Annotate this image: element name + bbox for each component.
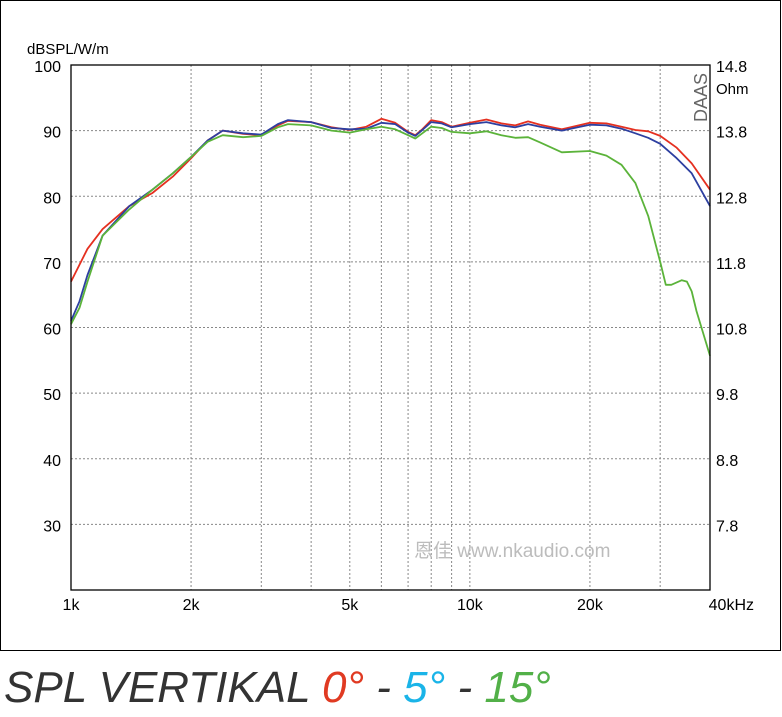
x-tick-label: 5k bbox=[341, 597, 359, 614]
y-tick-label: 60 bbox=[43, 322, 61, 339]
y-tick-label: 40 bbox=[43, 453, 61, 470]
x-tick-label: 40kHz bbox=[709, 597, 754, 614]
y2-tick-label: 13.8 bbox=[716, 125, 747, 142]
watermark: 恩佳 www.nkaudio.com bbox=[414, 540, 610, 562]
y-tick-label: 100 bbox=[34, 59, 61, 76]
y2-tick-label: 14.8 bbox=[716, 59, 747, 76]
y2-tick-label: 12.8 bbox=[716, 190, 747, 207]
series-line bbox=[70, 119, 711, 322]
y2-tick-label: 10.8 bbox=[716, 322, 747, 339]
y-tick-label: 30 bbox=[43, 518, 61, 535]
y2-tick-label: 11.8 bbox=[716, 256, 746, 273]
y2-tick-label: 7.8 bbox=[716, 518, 738, 535]
x-tick-label: 1k bbox=[63, 597, 81, 614]
x-tick-label: 20k bbox=[577, 597, 604, 614]
x-tick-label: 10k bbox=[457, 597, 484, 614]
caption-angle-5: 5° bbox=[403, 663, 446, 712]
y-tick-label: 50 bbox=[43, 387, 61, 404]
series-line bbox=[70, 117, 711, 283]
brand-logo: DAAS bbox=[691, 73, 711, 122]
caption-angle-0: 0° bbox=[321, 663, 365, 712]
y-axis-label: dBSPL/W/m bbox=[27, 41, 109, 58]
caption-prefix: SPL VERTIKAL bbox=[4, 663, 322, 712]
y-tick-label: 90 bbox=[43, 125, 61, 142]
y-tick-label: 80 bbox=[43, 190, 61, 207]
frequency-response-chart: 100 90 80 70 60 50 40 30 14.8 13.8 12.8 11.8 10.8 9.8… bbox=[27, 41, 754, 614]
plot-area-border bbox=[70, 64, 711, 591]
y2-tick-label: 9.8 bbox=[716, 387, 738, 404]
y2-tick-label: 8.8 bbox=[716, 453, 738, 470]
caption-separator: - bbox=[364, 663, 404, 712]
y2-axis-label: Ohm bbox=[716, 81, 749, 98]
caption-angle-15: 15° bbox=[484, 663, 551, 712]
series-line bbox=[70, 123, 711, 356]
chart-caption: SPL VERTIKAL 0° - 5° - 15° bbox=[4, 663, 551, 713]
caption-separator: - bbox=[445, 663, 485, 712]
chart-frame bbox=[0, 0, 781, 651]
x-tick-label: 2k bbox=[183, 597, 201, 614]
y-tick-label: 70 bbox=[43, 256, 61, 273]
